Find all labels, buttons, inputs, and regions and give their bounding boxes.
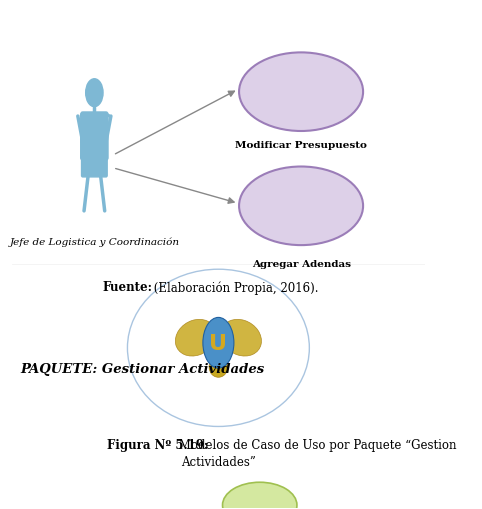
Text: Figura Nº 5.19:: Figura Nº 5.19:	[107, 438, 208, 451]
Ellipse shape	[203, 318, 234, 369]
Ellipse shape	[239, 167, 363, 246]
Text: Jefe de Logistica y Coordinación: Jefe de Logistica y Coordinación	[9, 237, 179, 246]
Text: PAQUETE: Gestionar Actividades: PAQUETE: Gestionar Actividades	[20, 362, 264, 375]
Text: U: U	[209, 333, 228, 353]
Ellipse shape	[223, 483, 297, 509]
Text: Modelos de Caso de Uso por Paquete “Gestion: Modelos de Caso de Uso por Paquete “Gest…	[175, 438, 456, 451]
Text: (Elaboración Propia, 2016).: (Elaboración Propia, 2016).	[150, 280, 319, 294]
Text: Fuente:: Fuente:	[103, 281, 153, 294]
Ellipse shape	[86, 79, 103, 107]
Ellipse shape	[209, 357, 228, 378]
Text: Actividades”: Actividades”	[181, 456, 256, 469]
FancyBboxPatch shape	[81, 155, 107, 178]
Ellipse shape	[175, 320, 216, 356]
Text: Modificar Presupuesto: Modificar Presupuesto	[235, 140, 367, 150]
Ellipse shape	[221, 320, 261, 356]
Ellipse shape	[239, 53, 363, 132]
FancyBboxPatch shape	[80, 113, 108, 161]
Text: Agregar Adendas: Agregar Adendas	[252, 260, 350, 269]
